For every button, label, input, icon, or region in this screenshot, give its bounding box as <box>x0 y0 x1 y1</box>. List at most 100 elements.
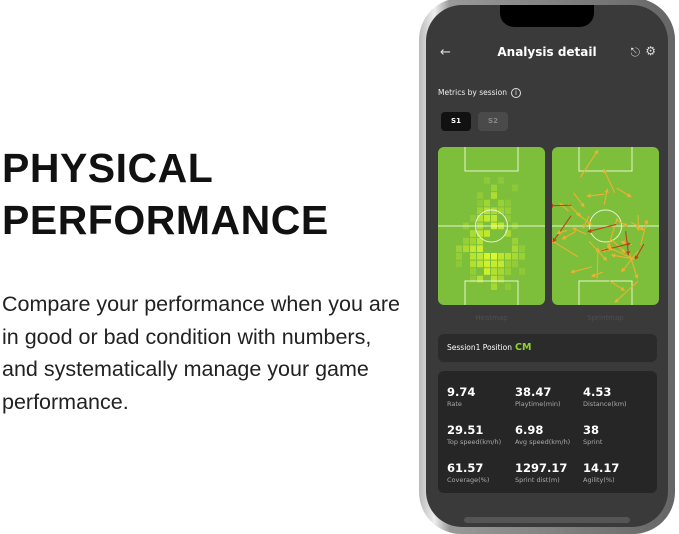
stat-label: Distance(km) <box>583 400 627 408</box>
stat-value: 14.17 <box>583 461 619 475</box>
heatmap-cell <box>519 268 525 275</box>
home-indicator <box>464 517 630 523</box>
heatmap-cell <box>512 185 518 192</box>
stat-value: 6.98 <box>515 423 570 437</box>
heatmap-cell <box>491 253 497 260</box>
stat-label: Rate <box>447 400 475 408</box>
headline-line-2: PERFORMANCE <box>2 194 329 246</box>
heatmap-cell <box>470 253 476 260</box>
heatmap-cell <box>456 261 462 268</box>
position-label: Session1 Position <box>447 343 512 352</box>
sprint-arrow <box>553 216 571 242</box>
stat-label: Agility(%) <box>583 476 619 484</box>
sprint-arrow <box>587 194 604 196</box>
notch <box>500 5 594 27</box>
heatmap-cell <box>484 268 490 275</box>
heatmap-label: Heatmap <box>438 314 545 322</box>
heatmap-cell <box>484 200 490 207</box>
sprintmap <box>552 147 659 305</box>
stat-label: Sprint dist(m) <box>515 476 567 484</box>
sprint-arrow <box>635 244 644 259</box>
heatmap-cell <box>519 245 525 252</box>
stat-label: Coverage(%) <box>447 476 489 484</box>
heatmap-cell <box>491 283 497 290</box>
heatmap-cell <box>519 253 525 260</box>
heatmap-cell <box>512 261 518 268</box>
sprint-arrow <box>552 240 578 256</box>
heatmap <box>438 147 545 305</box>
share-icon[interactable]: ⎋ <box>631 45 641 60</box>
heatmap-cell <box>505 207 511 214</box>
phone-mockup: ← Analysis detail ⎋ ⚙ Metrics by session… <box>419 0 675 534</box>
heatmap-cell <box>484 261 490 268</box>
section-label: Metrics by session i <box>438 88 521 98</box>
penalty-box-top <box>465 147 518 171</box>
heatmap-cell <box>484 177 490 184</box>
heatmap-cell <box>498 261 504 268</box>
sprint-arrow <box>571 267 592 272</box>
penalty-box-bottom <box>579 281 632 305</box>
stat-value: 1297.17 <box>515 461 567 475</box>
heatmap-cell <box>512 253 518 260</box>
sprint-arrow <box>563 232 576 239</box>
heatmap-cell <box>470 268 476 275</box>
stat-value: 61.57 <box>447 461 489 475</box>
stat-value: 38 <box>583 423 602 437</box>
tab-s1[interactable]: S1 <box>441 112 471 131</box>
heatmap-cell <box>477 192 483 199</box>
sprint-arrow <box>602 244 630 251</box>
description: Compare your performance when you are in… <box>2 288 402 418</box>
heatmap-cell <box>505 283 511 290</box>
heatmap-cell <box>477 200 483 207</box>
heatmap-cell <box>491 268 497 275</box>
top-bar: ← Analysis detail ⎋ ⚙ <box>426 45 668 65</box>
heatmap-cell <box>470 238 476 245</box>
sprint-arrow <box>641 220 647 245</box>
heatmap-cell <box>498 177 504 184</box>
heatmap-cell <box>491 215 497 222</box>
sprint-arrow <box>574 193 584 207</box>
heatmap-cell <box>484 230 490 237</box>
heatmap-cell <box>505 261 511 268</box>
heatmap-cell <box>470 230 476 237</box>
heatmap-cell <box>505 200 511 207</box>
heatmap-cell <box>491 185 497 192</box>
heatmap-cell <box>498 200 504 207</box>
heatmap-cell <box>505 268 511 275</box>
heatmap-cell <box>498 268 504 275</box>
sprint-arrow <box>580 151 597 178</box>
heatmap-cell <box>470 261 476 268</box>
position-value: CM <box>515 342 531 353</box>
sprint-arrow <box>609 281 624 290</box>
stat-label: Sprint <box>583 438 602 446</box>
stat-label: Top speed(km/h) <box>447 438 501 446</box>
sprint-arrow <box>617 188 631 197</box>
sprint-arrow <box>604 189 607 204</box>
heatmap-cell <box>477 261 483 268</box>
info-icon[interactable]: i <box>511 88 521 98</box>
heatmap-cell <box>512 238 518 245</box>
heatmap-cell <box>470 215 476 222</box>
heatmap-cell <box>498 253 504 260</box>
gear-icon[interactable]: ⚙ <box>645 44 656 58</box>
stat-label: Avg speed(km/h) <box>515 438 570 446</box>
sprintmap-label: Sprintmap <box>552 314 659 322</box>
heatmap-cell <box>491 261 497 268</box>
tab-s2[interactable]: S2 <box>478 112 508 131</box>
stat-label: Playtime(min) <box>515 400 561 408</box>
heatmap-cell <box>470 245 476 252</box>
heatmap-cell <box>484 215 490 222</box>
section-label-text: Metrics by session <box>438 88 507 97</box>
heatmap-cell <box>463 245 469 252</box>
